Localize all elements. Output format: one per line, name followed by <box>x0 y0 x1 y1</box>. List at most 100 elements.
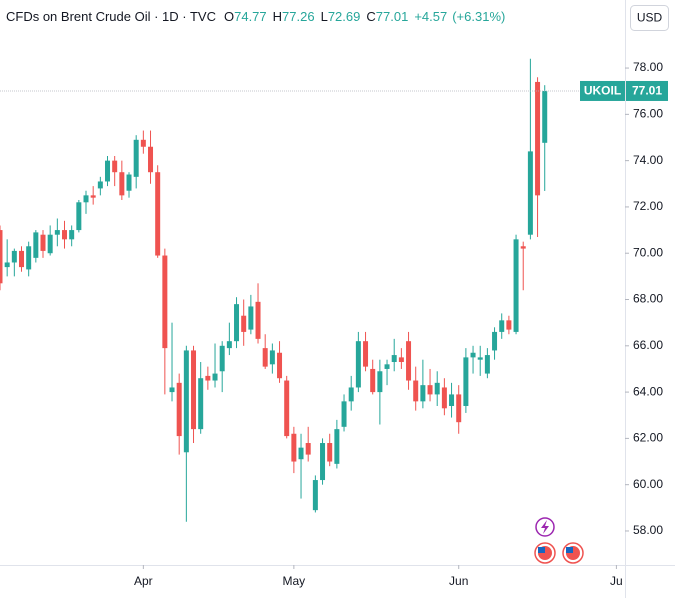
currency-label[interactable]: USD <box>637 11 663 25</box>
candle-body <box>198 378 204 430</box>
candle-body <box>133 139 139 177</box>
candle-body <box>62 230 68 240</box>
candle-body <box>348 387 354 402</box>
candle-body <box>219 345 225 372</box>
candle-body <box>298 447 304 460</box>
candle-body <box>463 357 469 406</box>
candle-body <box>377 371 383 393</box>
axes: 58.00 60.00 62.00 64.00 66.00 68.00 70.00 72.00… <box>134 60 668 588</box>
candle-body <box>406 341 412 381</box>
candle-body <box>183 350 189 453</box>
legend-open: 74.77 <box>234 9 267 24</box>
candle-body <box>277 352 283 379</box>
y-tick-label: 76.00 <box>633 107 663 121</box>
candle-body <box>26 246 32 270</box>
candle-body <box>90 195 96 198</box>
candle-body <box>47 234 53 254</box>
y-tick-label: 72.00 <box>633 199 663 213</box>
candle-body <box>334 429 340 464</box>
candle-body <box>83 195 89 203</box>
lightning-icon <box>541 520 549 534</box>
candle-body <box>33 232 39 258</box>
candle-body <box>384 364 390 369</box>
candle-body <box>226 341 232 349</box>
candle-body <box>40 234 46 251</box>
candle-body <box>291 433 297 462</box>
candle-body <box>19 250 25 268</box>
candle-body <box>363 341 369 367</box>
plot-area <box>0 58 625 522</box>
symbol-label: UKOIL <box>584 84 621 98</box>
candle-body <box>391 355 397 363</box>
candle-body <box>470 352 476 358</box>
candle-body <box>169 387 175 393</box>
candle-body <box>355 341 361 388</box>
y-tick-label: 70.00 <box>633 245 663 259</box>
candle-body <box>542 90 548 143</box>
chart-title: CFDs on Brent Crude Oil · 1D · TVC <box>6 9 216 24</box>
price-tag-label: 77.01 <box>632 84 662 98</box>
candle-body <box>305 443 311 455</box>
legend-change: +4.57 <box>414 9 447 24</box>
y-tick-label: 66.00 <box>633 338 663 352</box>
candle-body <box>241 315 247 332</box>
candle-body <box>140 139 146 147</box>
legend-line: CFDs on Brent Crude Oil · 1D · TVC O74.77… <box>6 9 505 24</box>
candle-body <box>320 443 326 481</box>
x-tick-label: May <box>283 574 306 588</box>
event-icons <box>534 517 584 564</box>
candle-body <box>312 480 318 511</box>
candle-body <box>11 250 17 263</box>
legend-low: 72.69 <box>328 9 361 24</box>
candle-body <box>234 304 240 342</box>
candle-body <box>248 306 254 330</box>
legend-open-label: O <box>224 9 234 24</box>
candle-body <box>441 387 447 409</box>
candle-body <box>4 262 10 268</box>
candle-body <box>284 380 290 437</box>
flag-canton <box>566 547 573 553</box>
price-tag <box>626 80 668 101</box>
symbol-tag <box>580 80 625 101</box>
candle-body <box>148 146 154 173</box>
candle-body <box>262 348 268 367</box>
candle-body <box>205 375 211 381</box>
y-tick-label: 64.00 <box>633 384 663 398</box>
candle-body <box>513 239 519 332</box>
candle-body <box>484 355 490 374</box>
candle-body <box>69 230 75 240</box>
candle-body <box>456 394 462 423</box>
x-tick-label: Jun <box>449 574 468 588</box>
candle-body <box>162 255 168 349</box>
candle-body <box>535 81 541 196</box>
legend-close: 77.01 <box>376 9 409 24</box>
candle-body <box>155 172 161 256</box>
candle-body <box>269 350 275 365</box>
candle-body <box>126 174 132 191</box>
candle-body <box>341 401 347 427</box>
candle-body <box>398 357 404 363</box>
candle-body <box>212 373 218 381</box>
candle-body <box>520 246 526 249</box>
candle-body <box>255 301 261 339</box>
candle-body <box>105 160 111 182</box>
legend-change-percent: (+6.31%) <box>452 9 505 24</box>
candle-body <box>527 151 533 235</box>
y-tick-label: 68.00 <box>633 292 663 306</box>
y-tick-label: 60.00 <box>633 477 663 491</box>
y-tick-label: 58.00 <box>633 523 663 537</box>
currency-button[interactable] <box>630 5 669 31</box>
candle-body <box>449 394 455 406</box>
flag-canton <box>538 547 545 553</box>
candle-body <box>327 443 333 462</box>
legend-close-label: C <box>366 9 375 24</box>
y-tick-label: 78.00 <box>633 60 663 74</box>
candle-body <box>112 160 118 173</box>
x-tick-label: Ju <box>610 574 623 588</box>
legend-high-label: H <box>273 9 282 24</box>
candle-body <box>176 382 182 437</box>
legend-low-label: L <box>321 9 328 24</box>
y-tick-label: 62.00 <box>633 431 663 445</box>
